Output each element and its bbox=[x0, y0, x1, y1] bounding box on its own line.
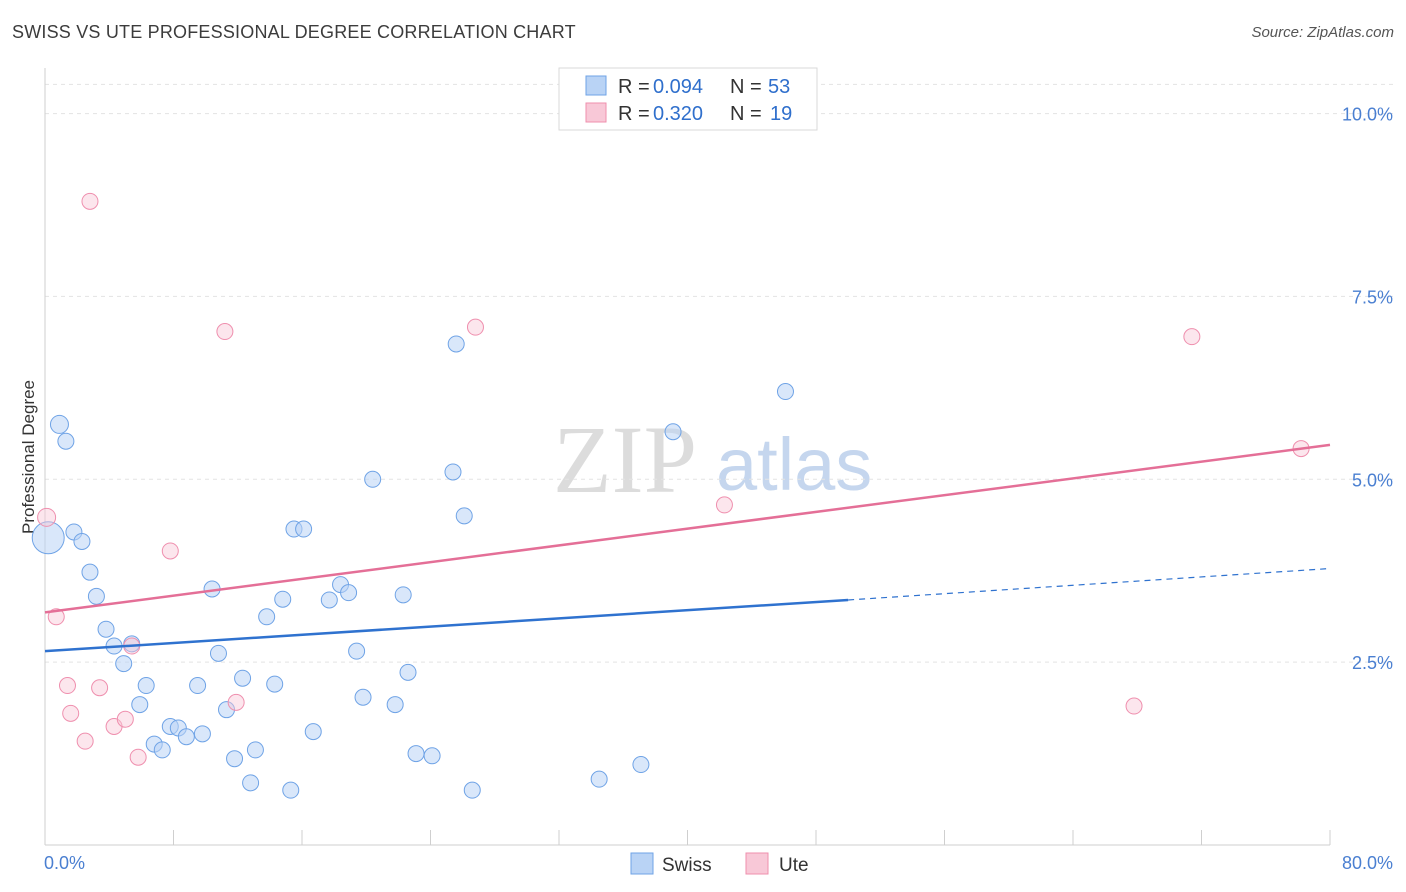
ute-point bbox=[1183, 328, 1201, 346]
legend-swatch-ute bbox=[585, 102, 607, 123]
swiss-point bbox=[189, 677, 207, 695]
ute-point bbox=[47, 608, 65, 626]
swiss-point bbox=[246, 741, 264, 759]
swiss-point bbox=[266, 675, 284, 693]
ute-point bbox=[129, 748, 147, 766]
swiss-point bbox=[57, 432, 75, 450]
ute-point bbox=[62, 704, 80, 722]
legend-r-value-ute: 0.320 bbox=[653, 103, 703, 125]
y-tick-label: 10.0% bbox=[1342, 105, 1393, 125]
watermark-atlas: atlas bbox=[716, 423, 872, 506]
swiss-point bbox=[386, 696, 404, 714]
legend-n-label-ute: N = bbox=[730, 103, 762, 125]
swiss-point bbox=[177, 728, 195, 746]
legend-r-label-ute: R = bbox=[618, 103, 650, 125]
ute-point bbox=[161, 542, 179, 560]
swiss-point bbox=[193, 725, 211, 743]
swiss-point bbox=[87, 587, 105, 605]
x-tick-marks bbox=[44, 830, 1331, 845]
y-tick-labels: 2.5% 5.0% 7.5% 10.0% bbox=[1342, 105, 1393, 674]
y-tick-label: 2.5% bbox=[1352, 653, 1393, 673]
legend-r-value-swiss: 0.094 bbox=[653, 76, 703, 98]
ute-point bbox=[216, 323, 234, 341]
swiss-point bbox=[632, 756, 650, 774]
ute-point bbox=[91, 679, 109, 697]
swiss-point bbox=[304, 723, 322, 741]
y-tick-label: 5.0% bbox=[1352, 470, 1393, 490]
x-tick-label-min: 0.0% bbox=[44, 853, 85, 873]
swiss-trend-extension bbox=[848, 567, 1331, 601]
ute-point bbox=[37, 507, 57, 527]
bottom-legend-swatch-ute bbox=[745, 852, 769, 875]
swiss-point bbox=[226, 750, 244, 768]
swiss-point bbox=[590, 770, 608, 788]
swiss-point bbox=[664, 423, 682, 441]
swiss-point bbox=[49, 414, 69, 434]
swiss-point bbox=[394, 586, 412, 604]
swiss-point bbox=[423, 747, 441, 765]
swiss-point bbox=[153, 741, 171, 759]
swiss-point bbox=[97, 620, 115, 638]
bottom-legend-label-ute: Ute bbox=[779, 855, 809, 876]
swiss-point bbox=[407, 745, 425, 763]
swiss-point bbox=[354, 688, 372, 706]
swiss-point bbox=[242, 774, 260, 792]
ute-point bbox=[1125, 697, 1143, 715]
legend-n-value-ute: 19 bbox=[770, 103, 792, 125]
source-note: Source: ZipAtlas.com bbox=[1251, 24, 1394, 41]
ute-point bbox=[227, 693, 245, 711]
ute-point bbox=[466, 318, 484, 336]
correlation-legend: R = 0.094 N = 53 R = 0.320 N = 19 bbox=[558, 67, 818, 131]
swiss-point bbox=[444, 463, 462, 481]
watermark-zip: ZIP bbox=[553, 406, 697, 513]
ute-point bbox=[81, 192, 99, 210]
swiss-point bbox=[274, 590, 292, 608]
bottom-legend-label-swiss: Swiss bbox=[662, 855, 712, 876]
swiss-point bbox=[295, 520, 313, 538]
swiss-point bbox=[455, 507, 473, 525]
swiss-point bbox=[234, 669, 252, 687]
swiss-trend-line bbox=[44, 598, 849, 653]
swiss-point bbox=[348, 642, 366, 660]
x-tick-label-max: 80.0% bbox=[1342, 853, 1393, 873]
ute-point bbox=[715, 496, 733, 514]
swiss-point bbox=[447, 335, 465, 353]
swiss-point bbox=[131, 696, 149, 714]
swiss-point bbox=[31, 521, 65, 555]
swiss-point bbox=[463, 781, 481, 799]
y-tick-label: 7.5% bbox=[1352, 287, 1393, 307]
swiss-point bbox=[776, 383, 794, 401]
ute-point bbox=[58, 677, 76, 695]
data-points bbox=[31, 192, 1310, 799]
bottom-legend-swatch-swiss bbox=[630, 852, 654, 875]
y-axis-label: Professional Degree bbox=[19, 380, 38, 534]
swiss-point bbox=[73, 532, 91, 550]
swiss-point bbox=[364, 470, 382, 488]
swiss-point bbox=[399, 663, 417, 681]
watermark: ZIP atlas bbox=[553, 406, 872, 513]
swiss-point bbox=[218, 701, 236, 719]
swiss-point bbox=[340, 584, 358, 602]
swiss-point bbox=[81, 563, 99, 581]
series-legend: Swiss Ute bbox=[630, 852, 809, 876]
ute-point bbox=[116, 710, 134, 728]
chart-title: SWISS VS UTE PROFESSIONAL DEGREE CORRELA… bbox=[12, 22, 576, 42]
swiss-point bbox=[137, 677, 155, 695]
swiss-point bbox=[320, 591, 338, 609]
swiss-point bbox=[258, 608, 276, 626]
trend-lines bbox=[44, 443, 1331, 653]
gridlines bbox=[45, 83, 1393, 663]
legend-n-label-swiss: N = bbox=[730, 76, 762, 98]
legend-swatch-swiss bbox=[585, 75, 607, 96]
ute-point bbox=[76, 732, 94, 750]
ute-trend-line bbox=[44, 443, 1331, 614]
swiss-point bbox=[209, 644, 227, 662]
swiss-point bbox=[282, 781, 300, 799]
swiss-point bbox=[115, 655, 133, 673]
legend-n-value-swiss: 53 bbox=[768, 76, 790, 98]
legend-r-label-swiss: R = bbox=[618, 76, 650, 98]
